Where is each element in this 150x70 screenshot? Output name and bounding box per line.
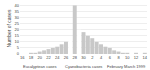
svg-text:4: 4 bbox=[100, 55, 103, 60]
svg-text:Cyanobacteria cases: Cyanobacteria cases bbox=[65, 64, 102, 69]
svg-text:8: 8 bbox=[117, 55, 120, 60]
svg-text:5: 5 bbox=[17, 45, 20, 50]
svg-text:Number of cases: Number of cases bbox=[6, 9, 12, 47]
svg-text:Eucalyptean cases: Eucalyptean cases bbox=[23, 64, 57, 69]
svg-text:10: 10 bbox=[15, 39, 20, 44]
svg-text:20: 20 bbox=[37, 55, 42, 60]
svg-text:40: 40 bbox=[15, 3, 20, 8]
svg-text:14: 14 bbox=[143, 55, 148, 60]
svg-text:22: 22 bbox=[46, 55, 51, 60]
svg-text:2: 2 bbox=[91, 55, 94, 60]
svg-text:30: 30 bbox=[15, 15, 20, 20]
svg-text:35: 35 bbox=[15, 9, 20, 14]
svg-text:12: 12 bbox=[134, 55, 139, 60]
svg-text:30: 30 bbox=[81, 55, 86, 60]
svg-text:25: 25 bbox=[15, 21, 20, 26]
svg-text:February March 1999: February March 1999 bbox=[107, 64, 146, 69]
svg-text:15: 15 bbox=[15, 33, 20, 38]
svg-text:6: 6 bbox=[109, 55, 112, 60]
svg-text:24: 24 bbox=[55, 55, 60, 60]
svg-text:16: 16 bbox=[20, 55, 25, 60]
svg-text:0: 0 bbox=[17, 51, 20, 56]
svg-text:28: 28 bbox=[73, 55, 78, 60]
svg-text:18: 18 bbox=[29, 55, 34, 60]
svg-text:10: 10 bbox=[125, 55, 130, 60]
svg-text:20: 20 bbox=[15, 27, 20, 32]
svg-text:26: 26 bbox=[64, 55, 69, 60]
